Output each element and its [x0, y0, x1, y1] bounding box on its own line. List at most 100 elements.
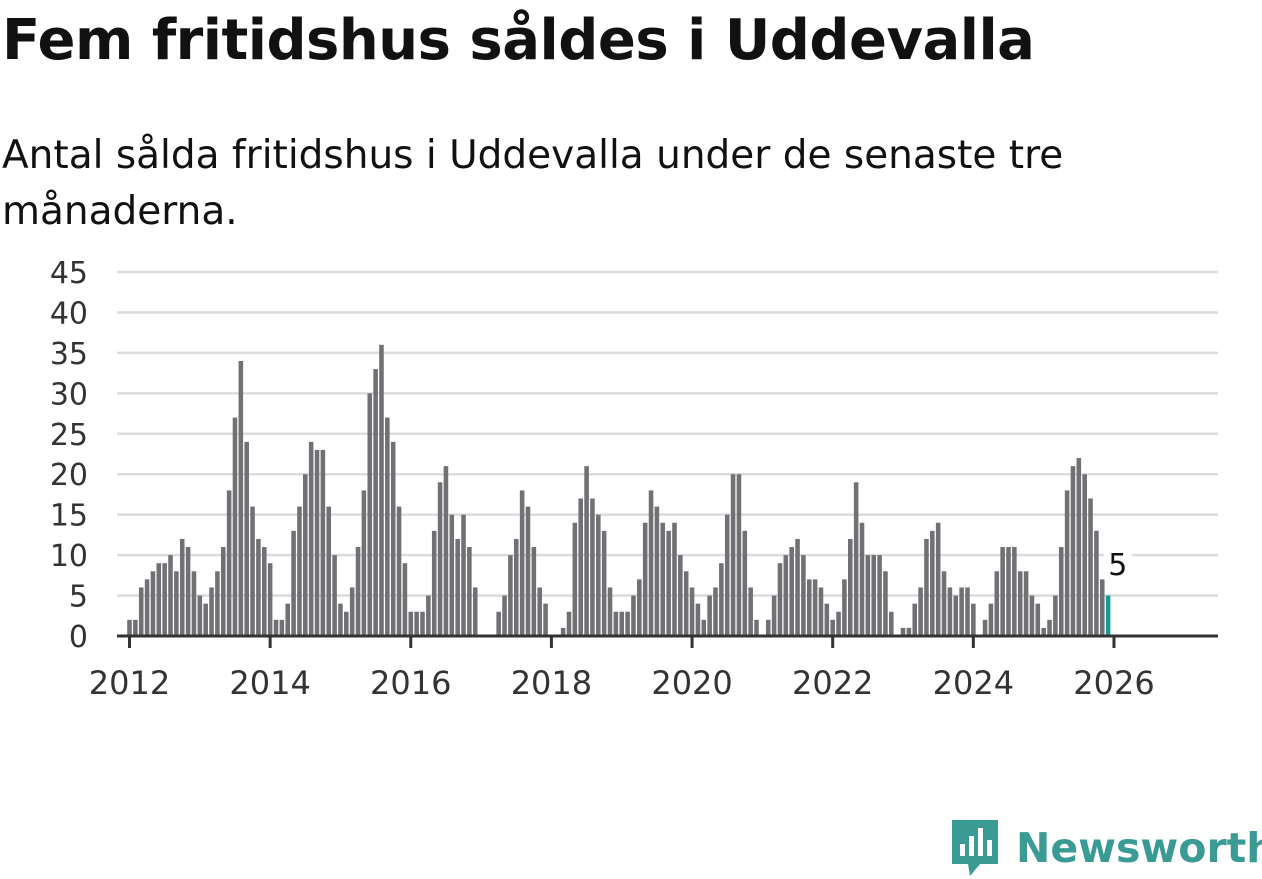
- y-tick-label: 45: [50, 256, 88, 291]
- y-tick-label: 15: [50, 499, 88, 534]
- bar: [795, 538, 800, 636]
- bar: [449, 514, 455, 636]
- bar: [426, 595, 431, 636]
- bar: [848, 538, 853, 636]
- bar: [971, 603, 976, 636]
- bar: [1035, 603, 1041, 636]
- bar: [853, 482, 859, 636]
- bar: [273, 619, 279, 636]
- bar: [437, 482, 443, 636]
- bar: [250, 506, 255, 636]
- bar: [578, 498, 583, 636]
- bar: [1000, 547, 1005, 636]
- bar: [373, 369, 378, 636]
- bar: [297, 506, 302, 636]
- bar: [519, 490, 525, 636]
- bar: [660, 522, 666, 636]
- chart-title: Fem fritidshus såldes i Uddevalla: [2, 8, 1035, 73]
- bar: [443, 466, 449, 636]
- bar: [1094, 530, 1099, 636]
- axes: [117, 634, 1218, 648]
- x-tick-label: 2022: [792, 664, 873, 702]
- bar: [144, 579, 150, 636]
- newsworthy-logo: Newsworthy: [950, 818, 1262, 878]
- labels: 0 5 10 15 20 25 30 35 40 45 2012 2014 2016 2018 2020 20…: [50, 256, 1155, 702]
- bar: [308, 441, 314, 636]
- bar: [678, 555, 683, 636]
- bar: [232, 417, 238, 636]
- bar: [818, 587, 824, 636]
- bar: [859, 522, 865, 636]
- bar: [203, 603, 208, 636]
- bar: [666, 530, 671, 636]
- bar: [303, 474, 308, 636]
- bar: [965, 587, 970, 636]
- x-tick-label: 2018: [511, 664, 592, 702]
- bar: [889, 611, 894, 636]
- bar: [256, 538, 261, 636]
- bar: [631, 595, 636, 636]
- bar: [642, 522, 648, 636]
- bar: [226, 490, 232, 636]
- x-tick-label: 2020: [651, 664, 732, 702]
- chart-subtitle: Antal sålda fritidshus i Uddevalla under…: [2, 133, 1064, 234]
- bar: [625, 611, 630, 636]
- bar: [777, 563, 783, 636]
- x-tick-label: 2026: [1073, 664, 1154, 702]
- bar: [414, 611, 419, 636]
- y-tick-label: 10: [50, 539, 88, 574]
- bar: [314, 449, 320, 636]
- bar: [824, 603, 830, 636]
- bar: [179, 538, 185, 636]
- bar: [801, 555, 806, 636]
- bar: [672, 522, 677, 636]
- bar: [361, 490, 367, 636]
- bar: [338, 603, 343, 636]
- bar: [1064, 490, 1070, 636]
- bar: [332, 555, 337, 636]
- brand-name: Newsworthy: [1016, 824, 1262, 872]
- bar: [1088, 498, 1093, 636]
- bar: [988, 603, 994, 636]
- bar: [930, 530, 935, 636]
- bar: [637, 579, 642, 636]
- bar: [683, 571, 689, 636]
- bar: [689, 587, 695, 636]
- bar: [654, 506, 660, 636]
- bar: [1023, 571, 1029, 636]
- bar: [924, 538, 929, 636]
- bar: [941, 571, 947, 636]
- bar: [215, 571, 220, 636]
- bar: [367, 393, 373, 636]
- bar: [431, 530, 437, 636]
- bar: [590, 498, 595, 636]
- bar: [596, 514, 601, 636]
- bar: [1082, 474, 1087, 636]
- bar: [472, 587, 478, 636]
- value-label: 5: [1108, 548, 1127, 583]
- bar: [742, 530, 748, 636]
- bar: [185, 547, 191, 636]
- bar: [408, 611, 414, 636]
- bar: [959, 587, 964, 636]
- bar: [701, 619, 707, 636]
- bar: [1070, 466, 1076, 636]
- bar: [842, 579, 847, 636]
- bar: [1006, 547, 1011, 636]
- y-tick-label: 20: [50, 458, 88, 493]
- bar: [537, 587, 542, 636]
- bar: [765, 619, 771, 636]
- bar: [174, 571, 179, 636]
- y-tick-label: 25: [50, 418, 88, 453]
- bar: [935, 522, 941, 636]
- bar: [209, 587, 214, 636]
- bar: [344, 611, 349, 636]
- bar: [912, 603, 918, 636]
- x-tick-label: 2016: [370, 664, 451, 702]
- bar: [379, 344, 384, 636]
- y-tick-label: 30: [50, 377, 88, 412]
- bar: [572, 522, 578, 636]
- bar: [619, 611, 625, 636]
- bar: [1017, 571, 1023, 636]
- bar: [150, 571, 156, 636]
